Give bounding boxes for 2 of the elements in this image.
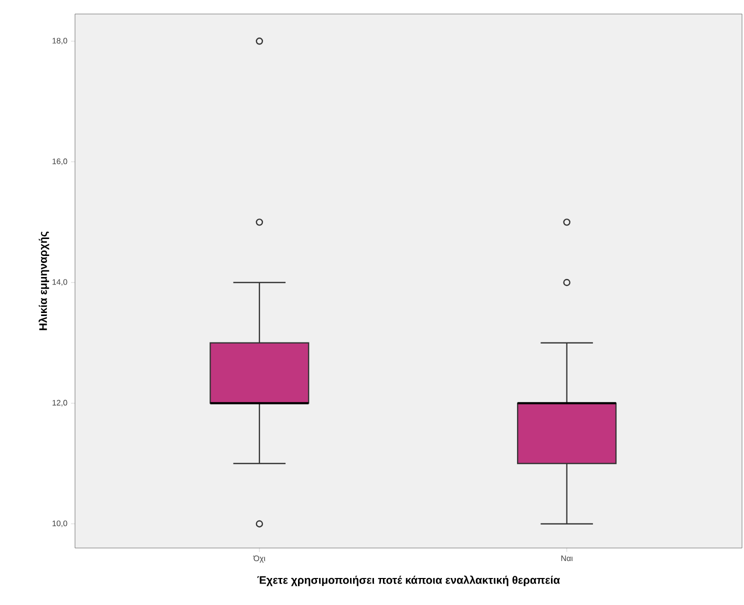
y-axis-title: Ηλικία εμμηναρχής [38,232,50,330]
x-axis-title: Έχετε χρησιμοποιήσει ποτέ κάποια εναλλακτική θεραπεία [257,576,560,586]
